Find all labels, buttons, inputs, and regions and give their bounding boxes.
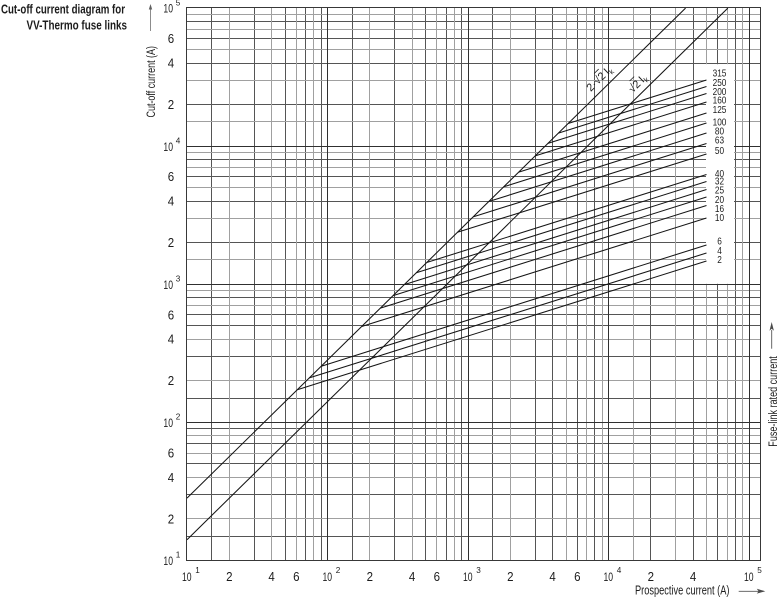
- svg-text:2: 2: [367, 570, 373, 584]
- svg-text:32: 32: [715, 176, 724, 188]
- svg-text:4: 4: [168, 195, 174, 209]
- svg-text:5: 5: [757, 566, 762, 575]
- svg-text:4: 4: [549, 570, 555, 584]
- svg-text:160: 160: [713, 95, 727, 107]
- svg-text:1: 1: [176, 551, 181, 560]
- svg-text:5: 5: [176, 0, 181, 7]
- svg-text:VV-Thermo fuse links: VV-Thermo fuse links: [27, 18, 128, 33]
- svg-text:25: 25: [715, 185, 724, 197]
- svg-text:6: 6: [574, 570, 580, 584]
- svg-text:4: 4: [717, 245, 722, 257]
- svg-text:6: 6: [168, 446, 174, 460]
- svg-text:4: 4: [168, 57, 174, 71]
- svg-text:Prospective current (A): Prospective current (A): [635, 584, 730, 598]
- svg-text:50: 50: [715, 145, 724, 157]
- svg-text:2: 2: [717, 254, 722, 266]
- svg-text:16: 16: [715, 203, 724, 215]
- svg-text:125: 125: [713, 104, 727, 116]
- svg-text:2: 2: [648, 570, 654, 584]
- svg-text:80: 80: [715, 126, 724, 138]
- svg-text:200: 200: [713, 86, 727, 98]
- svg-text:4: 4: [409, 570, 415, 584]
- svg-text:315: 315: [713, 68, 727, 80]
- svg-text:250: 250: [713, 77, 727, 89]
- svg-text:2: 2: [168, 374, 174, 388]
- svg-text:10: 10: [163, 554, 173, 568]
- svg-text:Fuse-link rated current: Fuse-link rated current: [768, 356, 780, 447]
- svg-text:4: 4: [176, 136, 181, 145]
- svg-text:3: 3: [476, 566, 481, 575]
- svg-text:2: 2: [168, 512, 174, 526]
- svg-text:100: 100: [713, 117, 727, 129]
- svg-text:Cut-off current diagram for: Cut-off current diagram for: [1, 2, 125, 17]
- svg-text:10: 10: [182, 570, 192, 584]
- svg-text:4: 4: [268, 570, 274, 584]
- svg-text:10: 10: [715, 212, 724, 224]
- svg-text:3: 3: [176, 275, 181, 284]
- svg-text:6: 6: [168, 32, 174, 46]
- svg-text:4: 4: [168, 333, 174, 347]
- svg-text:4: 4: [690, 570, 696, 584]
- svg-text:10: 10: [463, 570, 473, 584]
- svg-text:2: 2: [226, 570, 232, 584]
- svg-text:40: 40: [715, 168, 724, 180]
- svg-text:2: 2: [507, 570, 513, 584]
- svg-text:2: 2: [176, 413, 181, 422]
- svg-text:2: 2: [168, 236, 174, 250]
- svg-text:10: 10: [604, 570, 614, 584]
- svg-text:10: 10: [163, 278, 173, 292]
- svg-text:10: 10: [163, 416, 173, 430]
- svg-text:4: 4: [617, 566, 622, 575]
- svg-text:6: 6: [293, 570, 299, 584]
- svg-text:6: 6: [168, 308, 174, 322]
- svg-text:6: 6: [434, 570, 440, 584]
- svg-text:10: 10: [163, 140, 173, 154]
- svg-text:6: 6: [168, 170, 174, 184]
- svg-text:10: 10: [323, 570, 333, 584]
- svg-text:6: 6: [717, 236, 722, 248]
- svg-text:10: 10: [163, 2, 173, 16]
- svg-text:1: 1: [195, 566, 200, 575]
- svg-text:Cut-off current (A): Cut-off current (A): [146, 46, 158, 118]
- svg-text:63: 63: [715, 135, 724, 147]
- svg-text:2: 2: [168, 98, 174, 112]
- svg-text:4: 4: [168, 471, 174, 485]
- svg-text:2: 2: [336, 566, 341, 575]
- svg-text:10: 10: [744, 570, 754, 584]
- svg-text:20: 20: [715, 194, 724, 206]
